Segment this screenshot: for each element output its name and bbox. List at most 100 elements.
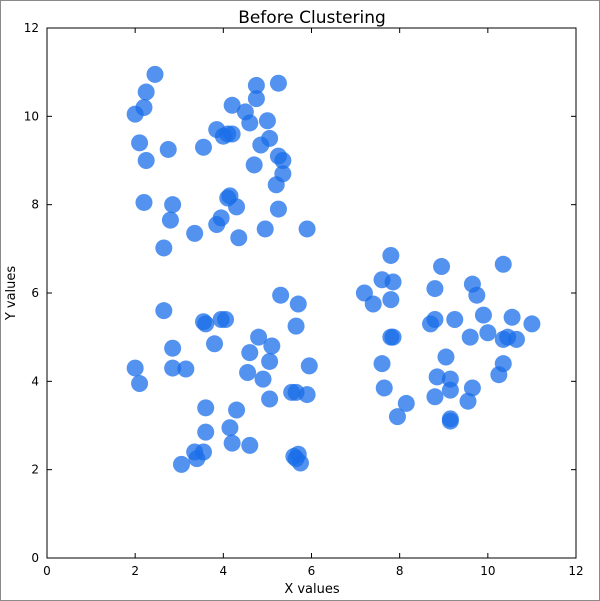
data-point [291, 454, 309, 472]
data-point [382, 291, 400, 309]
data-point [261, 390, 279, 408]
data-point [461, 328, 479, 346]
data-point [441, 410, 459, 428]
data-point [523, 315, 541, 333]
data-points [126, 65, 541, 473]
data-point [397, 394, 415, 412]
data-point [254, 370, 272, 388]
data-point [223, 434, 241, 452]
data-point [256, 220, 274, 238]
data-point [241, 436, 259, 454]
data-point [437, 348, 455, 366]
data-point [373, 355, 391, 373]
data-point [269, 74, 287, 92]
data-point [245, 156, 263, 174]
data-point [250, 328, 268, 346]
data-point [188, 450, 206, 468]
data-point [468, 286, 486, 304]
data-point [499, 328, 517, 346]
data-point [164, 339, 182, 357]
data-point [241, 114, 259, 132]
data-point [426, 388, 444, 406]
y-axis: 0 2 4 6 8 10 12 [24, 21, 576, 565]
data-point [263, 337, 281, 355]
y-tick-label: 12 [24, 21, 39, 35]
y-axis-label: Y values [4, 266, 19, 322]
data-point [208, 216, 226, 234]
y-tick-label: 6 [31, 286, 39, 300]
data-point [155, 239, 173, 257]
data-point [239, 364, 257, 381]
data-point [223, 125, 241, 143]
data-point [137, 83, 155, 101]
data-point [137, 152, 155, 169]
data-point [230, 229, 248, 247]
data-point [426, 280, 444, 298]
chart-title: Before Clustering [238, 8, 386, 28]
data-point [474, 306, 492, 324]
data-point [131, 134, 149, 152]
data-point [258, 112, 276, 130]
data-point [206, 335, 224, 353]
data-point [197, 315, 215, 333]
data-point [131, 375, 149, 393]
data-point [298, 386, 316, 404]
y-tick-label: 4 [31, 374, 39, 388]
data-point [177, 360, 195, 378]
data-point [247, 76, 265, 94]
data-point [221, 419, 239, 437]
data-point [459, 392, 477, 410]
plot-area [46, 27, 577, 559]
data-point [197, 423, 215, 441]
data-point [384, 328, 402, 346]
data-point [274, 152, 292, 169]
data-point [217, 311, 235, 328]
x-tick-label: 4 [220, 564, 228, 578]
data-point [382, 246, 400, 264]
data-point [446, 311, 464, 328]
y-tick-label: 0 [31, 551, 39, 565]
data-point [422, 315, 440, 333]
data-point [479, 324, 497, 342]
y-tick-label: 10 [24, 109, 39, 123]
data-point [164, 359, 182, 377]
data-point [135, 193, 153, 211]
data-point [494, 255, 512, 273]
data-point [388, 408, 406, 426]
data-point [228, 401, 246, 419]
data-point [159, 140, 177, 158]
data-point [194, 138, 212, 156]
data-point [428, 368, 446, 386]
x-tick-label: 6 [308, 564, 316, 578]
data-point [463, 379, 481, 397]
y-tick-label: 2 [31, 463, 39, 477]
data-point [433, 258, 451, 275]
data-point [375, 379, 393, 397]
data-point [441, 381, 459, 399]
data-point [241, 344, 259, 362]
data-point [247, 90, 265, 108]
x-tick-label: 10 [480, 564, 495, 578]
data-point [384, 273, 402, 291]
data-point [161, 211, 179, 229]
data-point [126, 105, 144, 123]
data-point [287, 317, 305, 335]
data-point [272, 286, 290, 304]
data-point [300, 357, 318, 375]
data-point [298, 220, 316, 238]
data-point [289, 295, 307, 313]
x-tick-label: 12 [568, 564, 583, 578]
data-point [155, 302, 173, 320]
data-point [228, 198, 246, 216]
data-point [126, 359, 144, 377]
data-point [146, 65, 164, 83]
data-point [490, 366, 508, 384]
x-tick-label: 2 [131, 564, 139, 578]
data-point [252, 136, 270, 154]
x-tick-label: 8 [396, 564, 404, 578]
y-tick-label: 8 [31, 198, 39, 212]
data-point [503, 308, 521, 326]
x-axis: 0 2 4 6 8 10 12 [43, 28, 584, 578]
data-point [197, 399, 215, 417]
data-point [261, 352, 279, 370]
